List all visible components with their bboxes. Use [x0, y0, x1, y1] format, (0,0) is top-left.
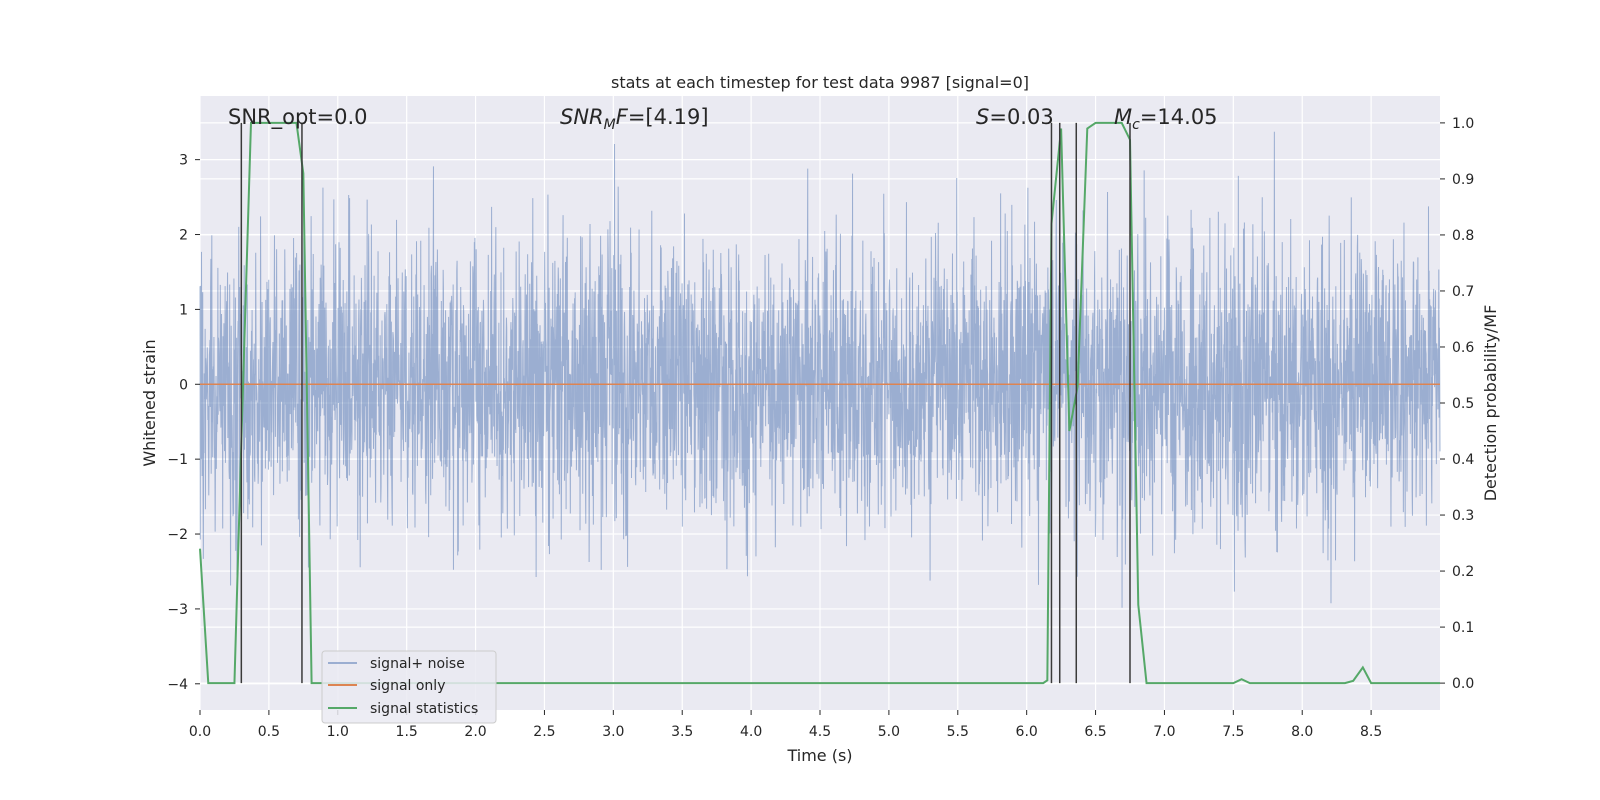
y-right-tick-label: 0.8 — [1452, 228, 1474, 244]
x-tick-label: 5.5 — [947, 724, 969, 740]
chart-title: stats at each timestep for test data 998… — [611, 73, 1029, 92]
x-tick-label: 2.0 — [464, 724, 486, 740]
y-left-tick-label: 2 — [179, 228, 188, 244]
annotation-mc-sub: c — [1132, 117, 1140, 133]
x-tick-label: 6.0 — [1016, 724, 1038, 740]
annotation-s-italic: S — [976, 105, 989, 129]
x-tick-label: 1.5 — [396, 724, 418, 740]
y-right-tick-label: 0.6 — [1452, 340, 1474, 356]
annotation-snr-mf-main: SNR — [560, 105, 604, 129]
annotation-mc-rest: =14.05 — [1140, 105, 1218, 129]
annotation-snr-opt: SNR_opt=0.0 — [228, 105, 368, 130]
vertical-markers — [240, 122, 1131, 684]
x-tick-label: 1.0 — [327, 724, 349, 740]
y-right-tick-label: 0.5 — [1452, 396, 1474, 412]
y-left-tick-label: −4 — [167, 677, 188, 693]
x-tick-label: 0.5 — [258, 724, 280, 740]
x-tick-label: 0.0 — [189, 724, 211, 740]
y-axis-label-right: Detection probability/MF — [1481, 305, 1500, 502]
y-axis-label-left: Whitened strain — [140, 339, 159, 466]
series-lines — [199, 121, 1440, 685]
x-tick-label: 7.0 — [1153, 724, 1175, 740]
x-tick-label: 8.0 — [1291, 724, 1313, 740]
y-left-tick-label: −1 — [167, 452, 188, 468]
legend-label-signal-noise: signal+ noise — [370, 656, 465, 672]
x-tick-label: 6.5 — [1084, 724, 1106, 740]
y-right-tick-label: 0.1 — [1452, 620, 1474, 636]
annotation-s-rest: =0.03 — [989, 105, 1053, 129]
y-right-tick-label: 0.4 — [1452, 452, 1474, 468]
y-right-tick-label: 0.2 — [1452, 564, 1474, 580]
y-right-tick-label: 0.9 — [1452, 172, 1474, 188]
series-signal-plus-noise — [199, 131, 1441, 608]
x-tick-label: 7.5 — [1222, 724, 1244, 740]
y-left-tick-label: −2 — [167, 527, 188, 543]
x-tick-label: 8.5 — [1360, 724, 1382, 740]
legend-box — [321, 650, 497, 724]
x-tick-label: 5.0 — [878, 724, 900, 740]
y-left-tick-label: 3 — [179, 153, 188, 169]
y-right-tick-label: 1.0 — [1452, 116, 1474, 132]
legend-label-signal-statistics: signal statistics — [370, 701, 478, 717]
x-tick-label: 3.5 — [671, 724, 693, 740]
x-tick-label: 4.5 — [809, 724, 831, 740]
annotation-snr-mf: SNRMF=[4.19] — [560, 105, 709, 133]
axis-ticks: 0.0 0.5 1.0 1.5 2.0 2.5 3.0 3.5 4.0 4.5 5.0 5.5 6.0 6… — [167, 116, 1474, 740]
x-tick-label: 2.5 — [533, 724, 555, 740]
series-line-signal-statistics — [199, 121, 1440, 685]
annotation-snr-mf-f: F — [616, 105, 629, 129]
annotation-mc: Mc=14.05 — [1114, 105, 1218, 133]
y-left-tick-label: 0 — [179, 377, 188, 393]
annotation-mc-italic: M — [1114, 105, 1132, 129]
y-right-tick-label: 0.3 — [1452, 508, 1474, 524]
x-axis-label: Time (s) — [786, 746, 852, 765]
annotation-snr-mf-sub: M — [604, 117, 616, 133]
annotation-snr-mf-rest: =[4.19] — [628, 105, 709, 129]
legend: signal+ noise signal only signal statist… — [321, 650, 497, 724]
x-tick-label: 4.0 — [740, 724, 762, 740]
y-right-tick-label: 0.0 — [1452, 676, 1474, 692]
x-tick-label: 3.0 — [602, 724, 624, 740]
y-left-tick-label: 1 — [179, 302, 188, 318]
y-right-tick-label: 0.7 — [1452, 284, 1474, 300]
legend-label-signal-only: signal only — [370, 678, 445, 694]
series-line-signal-plus-noise — [199, 131, 1441, 608]
annotation-s: S=0.03 — [976, 105, 1054, 129]
y-left-tick-label: −3 — [167, 602, 188, 618]
